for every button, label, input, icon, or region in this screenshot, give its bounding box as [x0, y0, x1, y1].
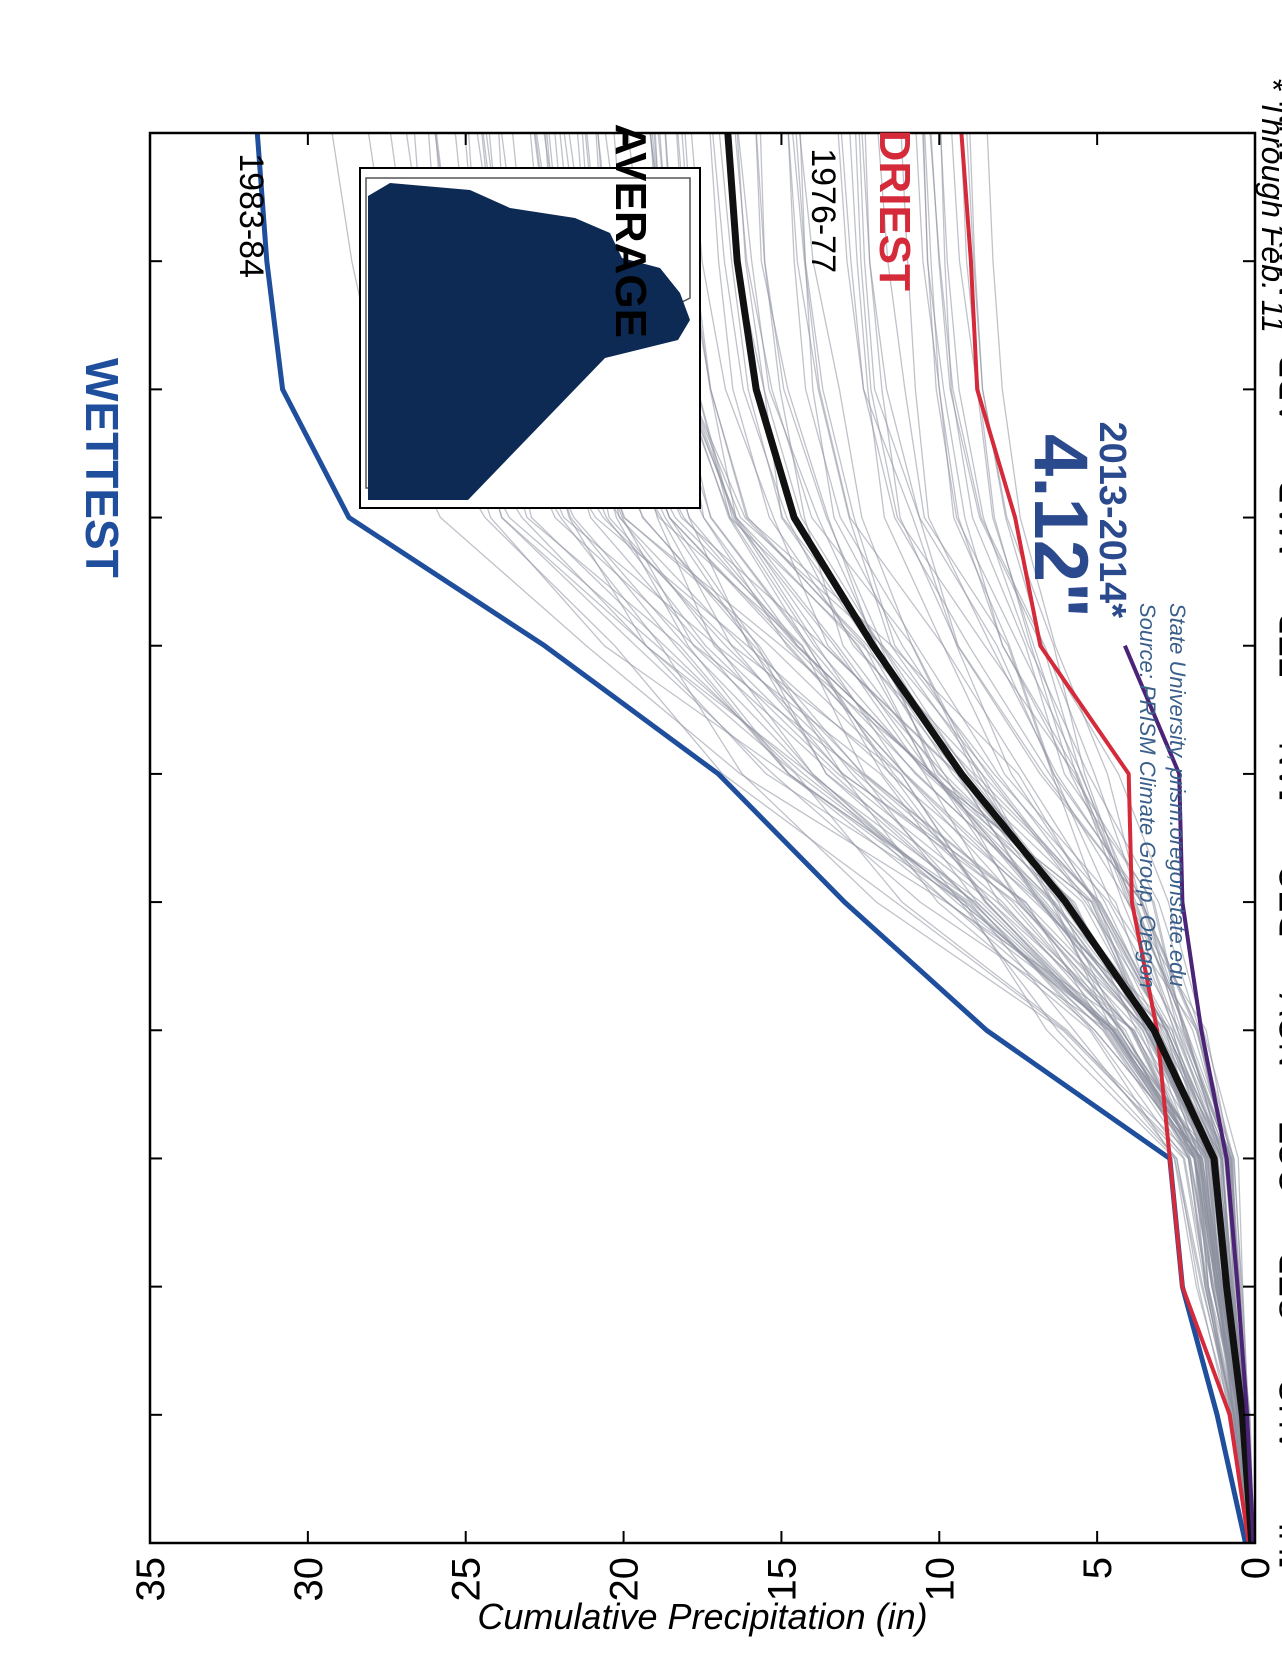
- highlighted-series-lines: [254, 132, 1256, 1544]
- background-year-line: [930, 132, 1254, 1544]
- y-tick-label: 10: [918, 1557, 962, 1602]
- series-line-2013-2014-: [1123, 644, 1256, 1544]
- series-line-average: [724, 132, 1256, 1544]
- source-note-line-1: Source: PRISM Climate Group, Oregon: [1135, 603, 1160, 988]
- x-tick-label: APR: [1273, 354, 1282, 424]
- inset-map: [359, 167, 701, 509]
- background-year-line: [864, 132, 1253, 1544]
- background-year-line: [940, 132, 1254, 1544]
- y-tick-label: 35: [129, 1557, 173, 1602]
- y-tick-labels: 0 5 10 15 20 25 30 35: [129, 1557, 1278, 1602]
- current-season-label: 2013-2014*: [1091, 421, 1133, 618]
- background-year-line: [915, 132, 1254, 1544]
- x-tick-label: MAR: [1273, 480, 1282, 556]
- y-tick-label: 20: [603, 1557, 647, 1602]
- background-year-line: [755, 132, 1253, 1544]
- x-tick-label: DEC: [1273, 866, 1282, 938]
- axis-ticks: [149, 132, 1256, 1544]
- x-tick-label: MAY: [1273, 226, 1282, 297]
- y-tick-label: 25: [445, 1557, 489, 1602]
- y-tick-label: 5: [1076, 1557, 1120, 1579]
- background-year-line: [854, 132, 1252, 1544]
- x-tick-label: JUN: [1273, 100, 1282, 166]
- inset-highlighted-region: [368, 183, 690, 500]
- driest-year-label: 1976-77: [804, 148, 842, 273]
- x-tick-label: OCT: [1273, 1123, 1282, 1195]
- background-year-line: [664, 132, 1254, 1544]
- footnote: * Through Feb. 11: [1255, 77, 1282, 333]
- average-label: AVERAGE: [606, 124, 655, 338]
- y-tick-label: 30: [287, 1557, 331, 1602]
- x-tick-label: FEB: [1273, 613, 1282, 679]
- x-tick-labels: JUL AUG SEP OCT NOV DEC JAN FEB MAR APR MAY JUN: [1273, 100, 1282, 1573]
- wettest-label: WETTEST: [76, 358, 128, 578]
- x-tick-label: NOV: [1273, 993, 1282, 1067]
- x-tick-label: AUG: [1273, 1378, 1282, 1452]
- y-tick-label: 0: [1234, 1557, 1278, 1579]
- background-year-line: [861, 132, 1255, 1544]
- y-axis-label: Cumulative Precipitation (in): [477, 1596, 927, 1637]
- x-tick-label: JUL: [1273, 1513, 1282, 1573]
- rotated-chart-layer: JUL AUG SEP OCT NOV DEC JAN FEB MAR APR MAY JUN 0 5 1…: [76, 77, 1282, 1637]
- y-tick-label: 15: [760, 1557, 804, 1602]
- driest-label: DRIEST: [870, 130, 919, 291]
- background-year-line: [726, 132, 1253, 1544]
- source-note-line-2: State University, prism.oregonstate.edu: [1165, 603, 1190, 987]
- background-year-line: [922, 132, 1254, 1544]
- background-year-line: [664, 132, 1252, 1544]
- wettest-year-label: 1983-84: [232, 153, 270, 278]
- plot-frame: [148, 131, 1257, 1545]
- background-year-line: [653, 132, 1254, 1544]
- x-tick-label: SEP: [1273, 1253, 1282, 1321]
- current-season-value: 4.12": [1018, 434, 1103, 618]
- x-tick-label: JAN: [1273, 742, 1282, 806]
- background-year-line: [684, 132, 1251, 1544]
- background-year-line: [939, 132, 1254, 1544]
- series-line-driest: [959, 132, 1251, 1544]
